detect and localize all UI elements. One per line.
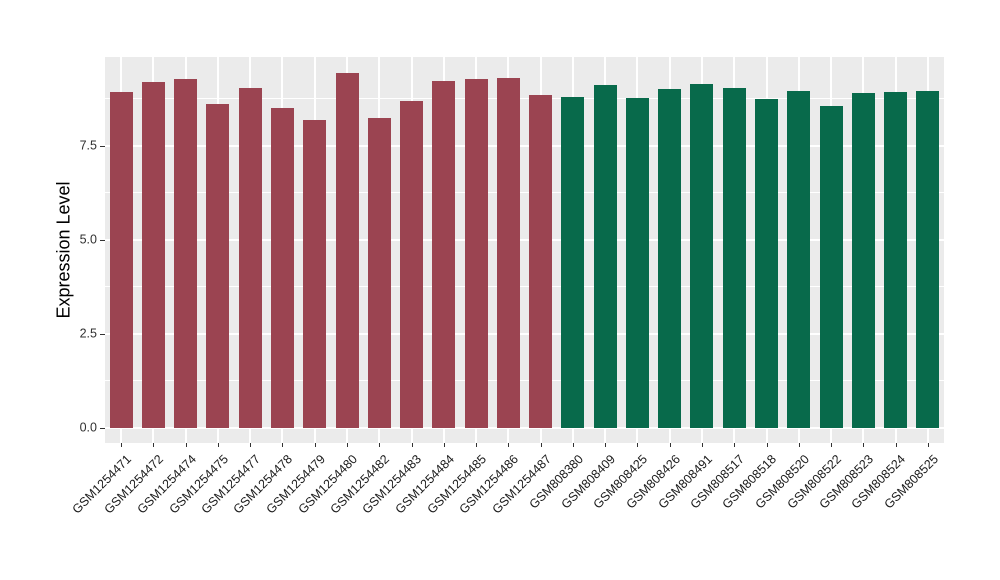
x-tick-mark	[121, 443, 123, 447]
bar-GSM808517	[722, 87, 746, 428]
x-tick-mark	[411, 443, 413, 447]
bar-GSM1254483	[400, 100, 424, 428]
bar-GSM808523	[851, 93, 875, 428]
y-tick-label: 0.0	[79, 420, 97, 435]
x-tick-mark	[185, 443, 187, 447]
y-tick-label: 7.5	[79, 138, 97, 153]
bar-GSM1254478	[270, 107, 294, 428]
bar-GSM808522	[819, 106, 843, 428]
bar-GSM1254482	[367, 118, 391, 428]
x-tick-mark	[927, 443, 929, 447]
bar-GSM808426	[658, 89, 682, 428]
major-gridline	[105, 239, 944, 241]
x-tick-mark	[153, 443, 155, 447]
bar-GSM1254474	[174, 79, 198, 428]
x-tick-mark	[572, 443, 574, 447]
x-tick-mark	[282, 443, 284, 447]
x-tick-mark	[669, 443, 671, 447]
x-tick-mark	[250, 443, 252, 447]
bar-GSM808425	[625, 97, 649, 428]
x-tick-mark	[443, 443, 445, 447]
x-tick-mark	[895, 443, 897, 447]
minor-gridline	[105, 98, 944, 99]
bar-GSM808409	[593, 85, 617, 428]
bar-GSM1254480	[335, 73, 359, 428]
bar-GSM808380	[561, 96, 585, 428]
major-gridline	[105, 427, 944, 429]
major-gridline	[105, 333, 944, 335]
x-tick-mark	[637, 443, 639, 447]
y-tick-mark	[100, 240, 105, 241]
bar-GSM1254475	[206, 103, 230, 428]
x-tick-mark	[476, 443, 478, 447]
y-tick-mark	[100, 428, 105, 429]
bar-GSM1254485	[464, 79, 488, 428]
bar-GSM1254486	[496, 78, 520, 428]
minor-gridline	[105, 380, 944, 381]
bar-GSM1254487	[529, 94, 553, 428]
y-tick-mark	[100, 334, 105, 335]
bar-GSM1254477	[238, 88, 262, 428]
x-tick-mark	[766, 443, 768, 447]
major-gridline	[105, 145, 944, 147]
x-tick-mark	[217, 443, 219, 447]
x-tick-mark	[379, 443, 381, 447]
y-tick-label: 2.5	[79, 326, 97, 341]
x-tick-mark	[314, 443, 316, 447]
bar-GSM1254479	[303, 120, 327, 428]
minor-gridline	[105, 286, 944, 287]
bar-GSM808524	[884, 91, 908, 428]
y-tick-label: 5.0	[79, 232, 97, 247]
x-tick-mark	[831, 443, 833, 447]
x-tick-mark	[347, 443, 349, 447]
y-tick-mark	[100, 146, 105, 147]
x-tick-mark	[701, 443, 703, 447]
bar-GSM1254484	[432, 80, 456, 428]
bar-GSM808491	[690, 84, 714, 428]
bar-GSM1254472	[141, 82, 165, 428]
x-tick-mark	[734, 443, 736, 447]
bar-GSM808518	[755, 99, 779, 428]
bar-GSM808525	[916, 91, 940, 428]
x-tick-mark	[863, 443, 865, 447]
x-tick-mark	[508, 443, 510, 447]
x-tick-mark	[798, 443, 800, 447]
x-tick-mark	[605, 443, 607, 447]
x-tick-mark	[540, 443, 542, 447]
bar-GSM1254471	[109, 91, 133, 428]
y-axis-title: Expression Level	[53, 181, 74, 319]
plot-panel	[105, 57, 944, 443]
bar-GSM808520	[787, 90, 811, 428]
minor-gridline	[105, 192, 944, 193]
